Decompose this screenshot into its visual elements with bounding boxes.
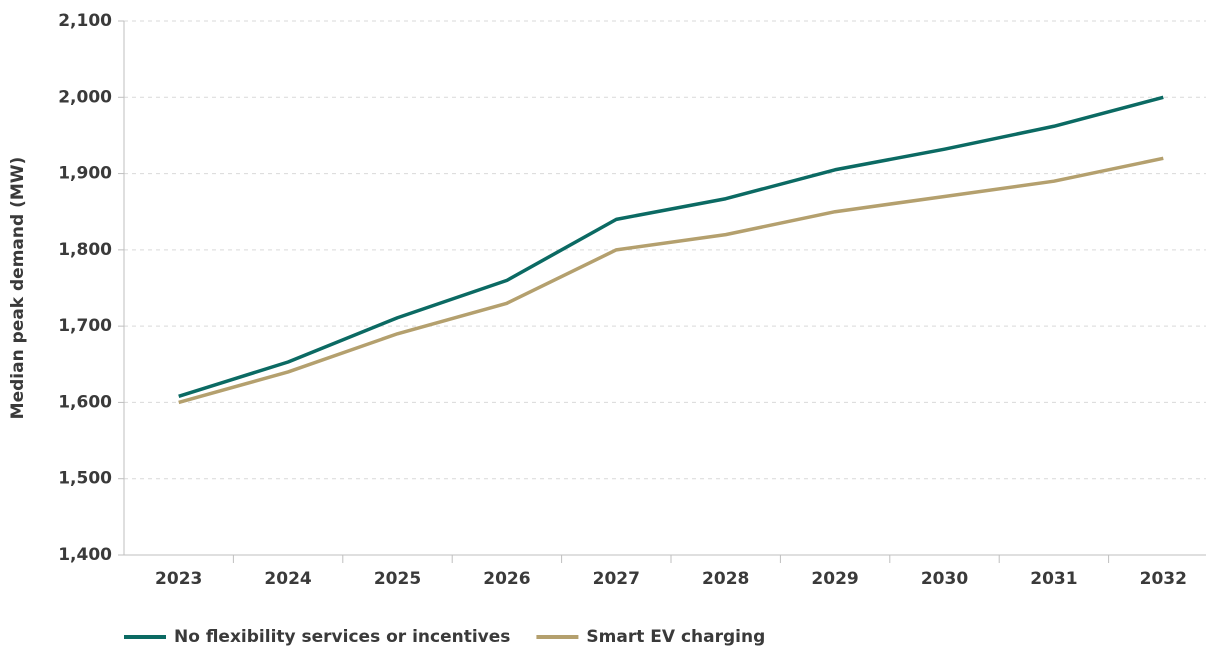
x-tick-label: 2031 (1030, 569, 1077, 589)
x-tick-label: 2030 (921, 569, 968, 589)
legend-label: Smart EV charging (586, 627, 765, 647)
y-tick-label: 2,100 (58, 11, 112, 31)
y-tick-label: 1,400 (58, 545, 112, 565)
y-tick-label: 1,600 (58, 392, 112, 412)
y-tick-label: 1,900 (58, 164, 112, 184)
y-tick-label: 1,800 (58, 240, 112, 260)
series-line (178, 156, 1164, 405)
x-tick-label: 2027 (593, 569, 640, 589)
y-tick-label: 2,000 (58, 87, 112, 107)
x-tick-label: 2023 (155, 569, 202, 589)
y-axis-label: Median peak demand (MW) (8, 157, 28, 420)
x-tick-label: 2024 (264, 569, 311, 589)
y-tick-label: 1,500 (58, 469, 112, 489)
x-tick-label: 2028 (702, 569, 749, 589)
y-tick-label: 1,700 (58, 316, 112, 336)
legend-label: No flexibility services or incentives (174, 627, 510, 647)
x-tick-label: 2032 (1140, 569, 1187, 589)
x-tick-label: 2025 (374, 569, 421, 589)
x-tick-label: 2026 (483, 569, 530, 589)
x-tick-label: 2029 (811, 569, 858, 589)
series-line (178, 95, 1164, 398)
